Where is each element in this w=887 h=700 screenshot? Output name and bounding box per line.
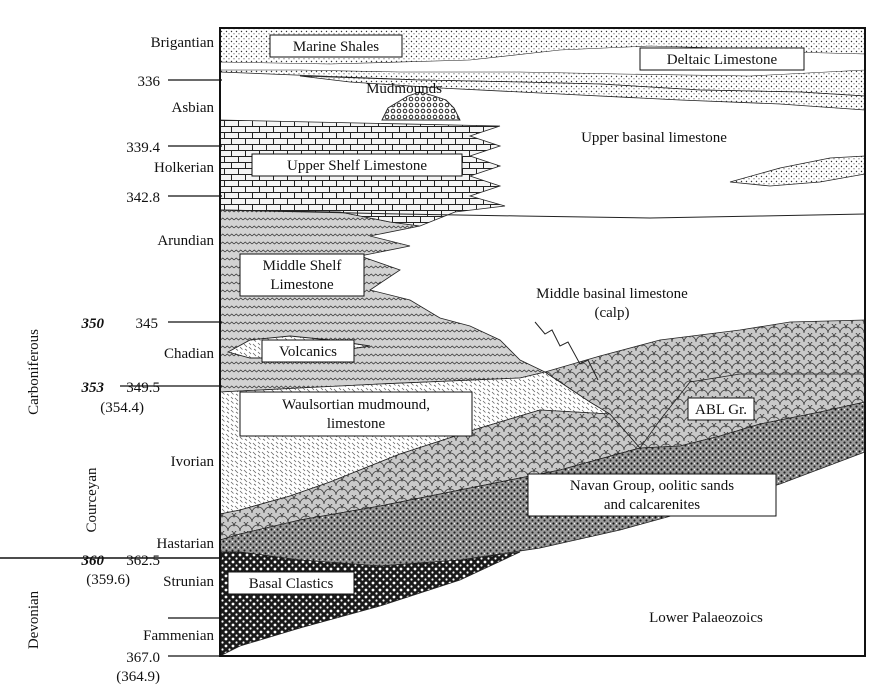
age-362-5: 362.5 [126, 553, 160, 569]
stage-hastarian: Hastarian [157, 536, 215, 552]
stage-ivorian: Ivorian [171, 454, 215, 470]
volcanics-box [261, 339, 355, 363]
age-367-0: 367.0 [126, 650, 160, 666]
upper-shelf-box [251, 153, 463, 177]
volcanics-label: Volcanics [279, 344, 337, 360]
abl-label: ABL Gr. [695, 402, 747, 418]
waulsortian-box [239, 391, 473, 437]
age-339-4: 339.4 [126, 140, 160, 156]
waulsortian-label-1: Waulsortian mudmound, [282, 397, 430, 413]
stage-brigantian: Brigantian [151, 35, 215, 51]
deltaic-limestone-label: Deltaic Limestone [667, 52, 778, 68]
waulsortian-label-2: limestone [327, 416, 386, 432]
middle-shelf-limestone-unit [220, 209, 547, 393]
age-353-bold: 353 [81, 380, 105, 396]
age-336: 336 [138, 74, 161, 90]
middle-basinal-boundary [220, 209, 865, 219]
middle-shelf-label-2: Limestone [270, 277, 334, 293]
marine-shales-label: Marine Shales [293, 39, 379, 55]
upper-basinal-dotted-lens [729, 155, 865, 187]
age-364-9: (364.9) [116, 669, 160, 685]
stage-fammenian: Fammenian [143, 628, 214, 644]
age-349-5: 349.5 [126, 380, 160, 396]
middle-shelf-label-1: Middle Shelf [263, 258, 342, 274]
mudmounds-label: Mudmounds [366, 81, 442, 97]
stage-chadian: Chadian [164, 346, 214, 362]
upper-shelf-label: Upper Shelf Limestone [287, 158, 427, 174]
period-devonian: Devonian [26, 590, 42, 649]
age-342-8: 342.8 [126, 190, 160, 206]
middle-shelf-box [239, 253, 365, 297]
age-350-bold: 350 [81, 316, 105, 332]
basal-clastics-unit [220, 551, 521, 656]
abl-box [687, 397, 755, 421]
stage-holkerian: Holkerian [154, 160, 214, 176]
upper-basinal-label: Upper basinal limestone [581, 130, 727, 146]
navan-box [527, 473, 777, 517]
stage-strunian: Strunian [163, 574, 214, 590]
period-carboniferous: Carboniferous [26, 329, 42, 415]
calp-pointer [534, 321, 599, 381]
lower-palaeozoics-label: Lower Palaeozoics [649, 610, 763, 626]
age-345: 345 [136, 316, 159, 332]
age-359-6: (359.6) [86, 572, 130, 588]
plot-frame [219, 27, 866, 657]
stage-arundian: Arundian [157, 233, 214, 249]
middle-basinal-label-1: Middle basinal limestone [536, 286, 688, 302]
marine-shales-box [269, 34, 403, 58]
basal-clastics-label: Basal Clastics [249, 576, 334, 592]
mudmounds-body [381, 91, 461, 121]
basal-clastics-box [227, 571, 355, 595]
middle-basinal-label-2: (calp) [595, 305, 630, 321]
deltaic-tongue [299, 75, 865, 111]
period-courceyan: Courceyan [84, 467, 100, 532]
age-354-4: (354.4) [100, 400, 144, 416]
age-360-bold: 360 [81, 553, 105, 569]
deltaic-limestone-box [639, 47, 805, 71]
navan-label-2: and calcarenites [604, 497, 700, 513]
stage-asbian: Asbian [172, 100, 215, 116]
navan-label-1: Navan Group, oolitic sands [570, 478, 734, 494]
